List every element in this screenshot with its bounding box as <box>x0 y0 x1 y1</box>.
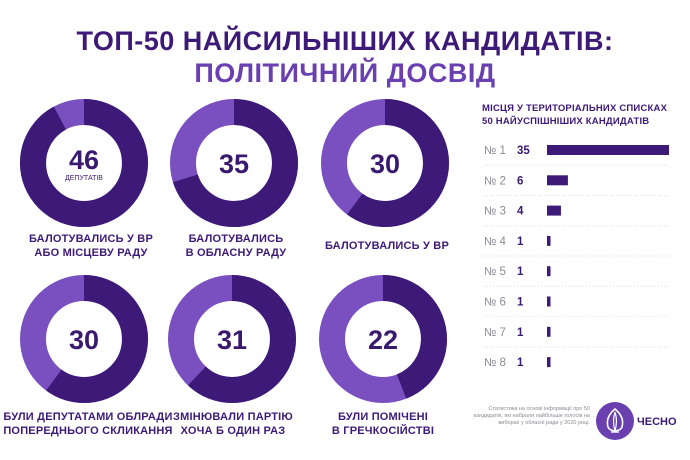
donut-value-label: 30 <box>370 149 400 179</box>
donut-caption-1: БАЛОТУВАЛИСЬ У ВР АБО МІСЦЕВУ РАДУ <box>29 233 153 259</box>
bar <box>547 357 551 368</box>
donut-value-arc <box>319 275 447 403</box>
bar-category-label: № 4 <box>484 236 507 248</box>
donut-5: 31 <box>168 275 296 403</box>
donut-caption-2: БАЛОТУВАЛИСЬ В ОБЛАСНУ РАДУ <box>185 233 287 259</box>
donut-value-label: 46 <box>69 145 99 175</box>
donut-value-arc <box>321 99 449 227</box>
logo-text: ЧЕСНО <box>637 416 677 428</box>
footnote: Статистика на основі інформації про 50 к… <box>473 406 590 426</box>
garlic-icon <box>596 402 634 440</box>
donut-value-label: 30 <box>69 325 99 355</box>
bar-row: № 3 4 <box>484 205 670 227</box>
bar-category-label: № 2 <box>484 175 506 187</box>
bar <box>547 205 561 216</box>
bar <box>547 266 551 277</box>
bar-value-label: 1 <box>517 297 524 309</box>
donut-6: 22 <box>319 275 447 403</box>
bar-row: № 4 1 <box>484 235 670 257</box>
bar-row: № 2 6 <box>484 175 670 196</box>
bar-category-label: № 3 <box>484 206 506 218</box>
bar-value-label: 1 <box>517 266 524 278</box>
donut-caption-4: БУЛИ ДЕПУТАТАМИ ОБЛРАДИ ПОПЕРЕДНЬОГО СКЛ… <box>3 411 173 437</box>
bar-value-label: 1 <box>517 236 524 248</box>
bar-value-label: 4 <box>517 206 524 218</box>
donut-2: 35 <box>170 99 298 227</box>
bar-value-label: 35 <box>517 145 530 157</box>
donut-sublabel: ДЕПУТАТІВ <box>65 175 103 182</box>
bar-chart-title: МІСЦЯ У ТЕРИТОРІАЛЬНИХ СПИСКАХ 50 НАЙУСП… <box>482 103 668 127</box>
donut-value-label: 31 <box>217 325 247 355</box>
bar-category-label: № 8 <box>484 357 506 369</box>
bar-row: № 1 35 <box>484 145 670 166</box>
page-title-line1: ТОП-50 НАЙСИЛЬНІШИХ КАНДИДАТІВ: <box>76 26 614 56</box>
bar-value-label: 1 <box>517 357 524 369</box>
bar-row: № 8 1 <box>484 357 551 369</box>
bar-row: № 5 1 <box>484 266 670 287</box>
donut-value-arc <box>168 275 296 403</box>
bar-category-label: № 1 <box>484 145 506 157</box>
bar-chart: № 1 35 № 2 6 № 3 4 № 4 1 № 5 1 № 6 1 № 7 1 № 8 1 <box>484 145 670 369</box>
bar-row: № 7 1 <box>484 326 670 348</box>
donut-value-label: 35 <box>219 149 249 179</box>
bar-row: № 6 1 <box>484 296 670 318</box>
donut-value-label: 22 <box>368 325 398 355</box>
bar-value-label: 6 <box>517 175 523 187</box>
bar <box>547 175 568 186</box>
donut-4: 30 <box>20 275 148 403</box>
donut-value-arc <box>170 99 298 227</box>
bar <box>547 235 551 246</box>
page-title-line2: ПОЛІТИЧНИЙ ДОСВІД <box>194 58 496 88</box>
bar <box>547 145 669 155</box>
donut-3: 30 <box>321 99 449 227</box>
donut-caption-3: БАЛОТУВАЛИСЬ У ВР <box>325 240 449 252</box>
donut-value-arc <box>20 99 148 227</box>
donut-caption-6: БУЛИ ПОМІЧЕНІ В ГРЕЧКОСІЙСТВІ <box>331 411 435 437</box>
bar-value-label: 1 <box>517 327 524 339</box>
bar-category-label: № 7 <box>484 327 506 339</box>
bar <box>547 326 551 337</box>
donut-caption-5: ЗМІНЮВАЛИ ПАРТІЮ ХОЧА Б ОДИН РАЗ <box>173 411 293 437</box>
bar <box>547 296 551 307</box>
bar-category-label: № 5 <box>484 266 506 278</box>
bar-category-label: № 6 <box>484 297 506 309</box>
donut-value-arc <box>20 275 148 403</box>
